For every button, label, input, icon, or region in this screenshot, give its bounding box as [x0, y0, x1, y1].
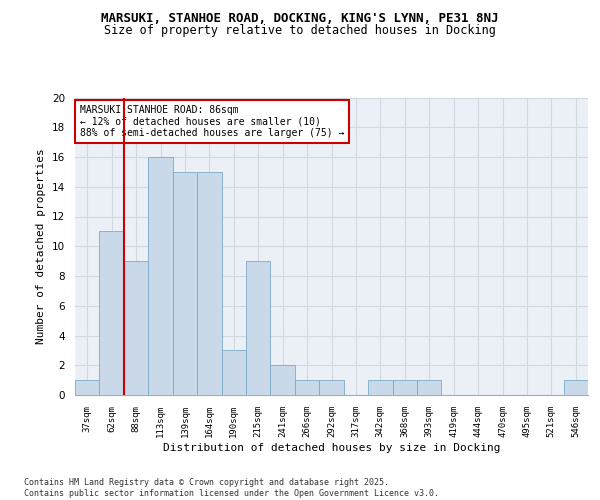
Bar	[271, 365, 295, 395]
Bar	[392, 380, 417, 395]
Bar	[319, 380, 344, 395]
X-axis label: Distribution of detached houses by size in Docking: Distribution of detached houses by size …	[163, 442, 500, 452]
Bar	[148, 157, 173, 395]
Bar	[100, 232, 124, 395]
Text: Contains HM Land Registry data © Crown copyright and database right 2025.
Contai: Contains HM Land Registry data © Crown c…	[24, 478, 439, 498]
Bar	[75, 380, 100, 395]
Text: MARSUKI, STANHOE ROAD, DOCKING, KING'S LYNN, PE31 8NJ: MARSUKI, STANHOE ROAD, DOCKING, KING'S L…	[101, 12, 499, 26]
Bar	[173, 172, 197, 395]
Bar	[197, 172, 221, 395]
Bar	[368, 380, 392, 395]
Text: Size of property relative to detached houses in Docking: Size of property relative to detached ho…	[104, 24, 496, 37]
Bar	[221, 350, 246, 395]
Bar	[563, 380, 588, 395]
Bar	[124, 261, 148, 395]
Bar	[295, 380, 319, 395]
Text: MARSUKI STANHOE ROAD: 86sqm
← 12% of detached houses are smaller (10)
88% of sem: MARSUKI STANHOE ROAD: 86sqm ← 12% of det…	[80, 105, 344, 138]
Y-axis label: Number of detached properties: Number of detached properties	[37, 148, 46, 344]
Bar	[417, 380, 442, 395]
Bar	[246, 261, 271, 395]
